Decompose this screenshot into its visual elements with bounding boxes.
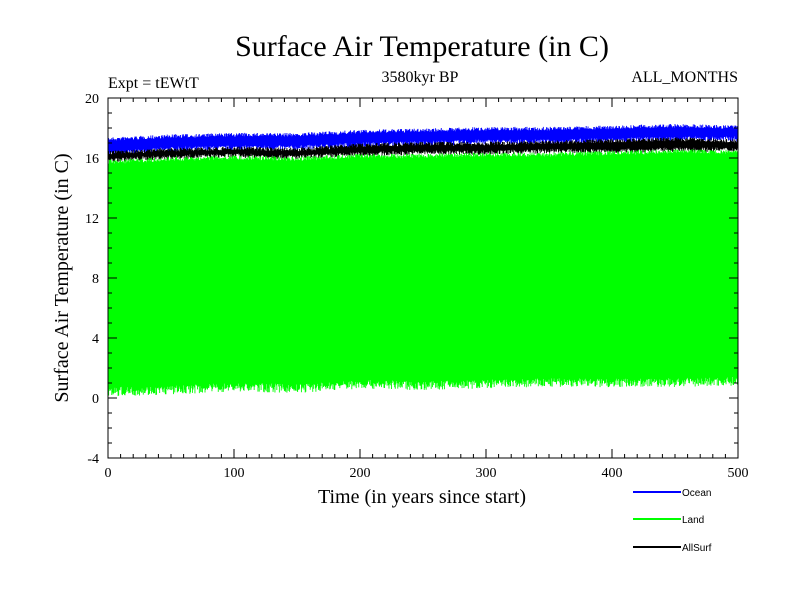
legend-label-allsurf: AllSurf bbox=[682, 543, 712, 554]
months-label: ALL_MONTHS bbox=[631, 69, 738, 86]
plot-area bbox=[107, 124, 739, 396]
series-land bbox=[107, 149, 739, 396]
x-tick-label: 0 bbox=[105, 466, 112, 481]
x-axis-label: Time (in years since start) bbox=[318, 486, 526, 508]
x-tick-label: 100 bbox=[224, 466, 245, 481]
chart-title: Surface Air Temperature (in C) bbox=[235, 30, 609, 63]
y-tick-label: 4 bbox=[92, 332, 99, 347]
y-tick-label: 16 bbox=[85, 152, 99, 167]
x-tick-label: 400 bbox=[602, 466, 623, 481]
x-tick-label: 500 bbox=[728, 466, 749, 481]
y-tick-label: 0 bbox=[92, 392, 99, 407]
axis-ticks: 0 100 200 300 400 500 -4 0 4 8 12 16 20 bbox=[85, 92, 749, 481]
period-label: 3580kyr BP bbox=[382, 69, 459, 86]
legend-label-ocean: Ocean bbox=[682, 488, 711, 499]
y-tick-label: 20 bbox=[85, 92, 99, 107]
series-land-line bbox=[107, 149, 739, 396]
x-tick-label: 300 bbox=[476, 466, 497, 481]
legend-label-land: Land bbox=[682, 515, 704, 526]
y-tick-label: 8 bbox=[92, 272, 99, 287]
x-tick-label: 200 bbox=[350, 466, 371, 481]
y-tick-label: 12 bbox=[85, 212, 99, 227]
legend: Ocean Land AllSurf bbox=[633, 488, 712, 554]
y-axis-label: Surface Air Temperature (in C) bbox=[51, 153, 73, 402]
experiment-label: Expt = tEWtT bbox=[108, 75, 199, 92]
y-tick-label: -4 bbox=[87, 452, 99, 467]
